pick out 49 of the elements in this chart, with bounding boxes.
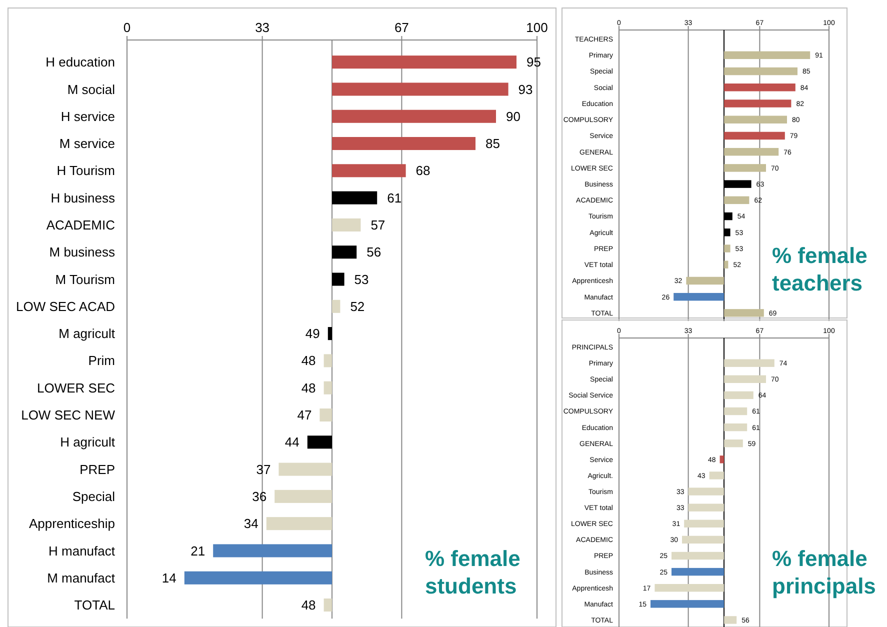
y-tick-label: LOW SEC ACAD — [16, 298, 115, 314]
x-tick-label: 33 — [255, 20, 270, 35]
y-tick-label: M service — [59, 136, 115, 152]
y-tick-label: LOW SEC NEW — [21, 408, 116, 423]
data-label: 56 — [366, 244, 382, 260]
annotation: % female teachers — [772, 243, 868, 296]
data-label: 61 — [387, 190, 402, 206]
data-label: 57 — [370, 218, 386, 233]
y-tick-label: M business — [49, 244, 116, 260]
data-label: 93 — [518, 82, 533, 97]
y-tick-label: M agricult — [58, 326, 116, 342]
data-label: 37 — [256, 462, 271, 477]
y-tick-label: Prim — [88, 353, 115, 368]
y-tick-label: M Tourism — [55, 272, 115, 287]
y-tick-label: H service — [60, 108, 115, 124]
data-label: 53 — [354, 272, 369, 287]
y-tick-label: Special — [72, 488, 116, 504]
data-label: 52 — [350, 298, 365, 314]
data-label: 48 — [301, 380, 316, 396]
y-tick-label: PREP — [80, 462, 115, 477]
y-tick-label: H agricult — [60, 434, 116, 450]
data-label: 47 — [297, 408, 312, 423]
data-label: 48 — [301, 353, 316, 368]
data-label: 48 — [301, 598, 316, 613]
annotation: % female students — [425, 546, 520, 598]
y-tick-label: H education — [46, 54, 115, 70]
y-tick-label: M social — [67, 82, 116, 97]
annotation: % female principals — [772, 546, 876, 598]
data-label: 90 — [506, 108, 520, 124]
x-tick-label: 67 — [394, 20, 409, 35]
x-tick-label: 100 — [526, 20, 548, 35]
y-tick-label: H manufact — [48, 543, 116, 558]
y-tick-label: TOTAL — [74, 598, 115, 613]
data-label: 68 — [416, 163, 430, 178]
data-label: 85 — [486, 136, 500, 152]
y-tick-label: ACADEMIC — [46, 218, 115, 233]
data-label: 14 — [162, 570, 176, 586]
y-tick-label: M manufact — [47, 570, 116, 586]
data-label: 34 — [244, 516, 258, 532]
data-label: 95 — [526, 54, 541, 70]
data-label: 36 — [252, 488, 267, 504]
data-label: 44 — [284, 434, 300, 450]
y-tick-label: H business — [50, 190, 116, 206]
y-tick-label: LOWER SEC — [36, 380, 115, 396]
data-label: 49 — [305, 326, 320, 342]
x-tick-label: 0 — [123, 20, 131, 35]
data-label: 21 — [190, 543, 206, 558]
y-tick-label: H Tourism — [56, 163, 115, 178]
y-tick-label: Apprenticeship — [29, 516, 115, 532]
